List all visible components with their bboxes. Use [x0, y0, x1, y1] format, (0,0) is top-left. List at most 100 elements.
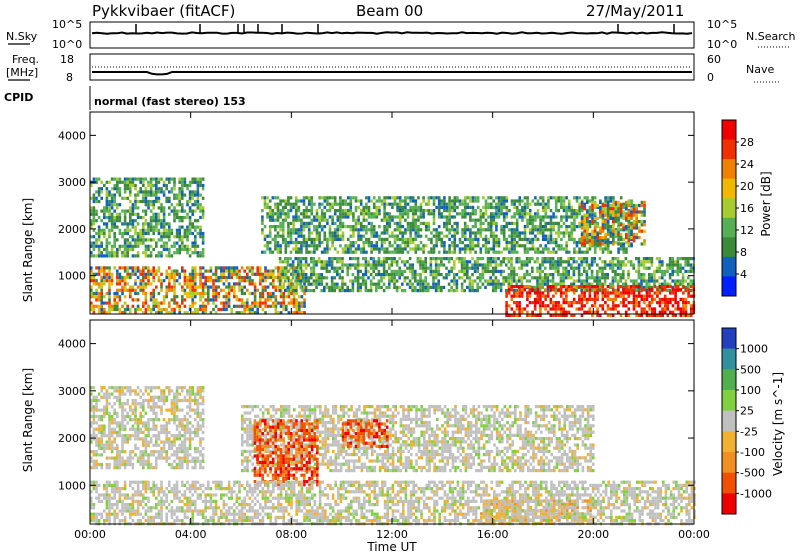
heatmap-cell [297, 273, 300, 277]
heatmap-cell [637, 285, 641, 289]
heatmap-cell [536, 212, 540, 216]
heatmap-cell [326, 247, 329, 251]
heatmap-cell [546, 310, 550, 314]
heatmap-cell [440, 289, 443, 293]
heatmap-cell [144, 196, 148, 200]
heatmap-cell [632, 207, 636, 211]
heatmap-cell [567, 237, 571, 241]
heatmap-cell [536, 301, 540, 305]
heatmap-cell [333, 228, 337, 232]
heatmap-cell [178, 225, 181, 229]
heatmap-cell [526, 313, 529, 317]
heatmap-cell [398, 218, 402, 222]
heatmap-cell [463, 257, 466, 261]
heatmap-cell [212, 285, 215, 289]
heatmap-cell [617, 210, 620, 214]
heatmap-cell [601, 247, 605, 251]
heatmap-cell [541, 234, 545, 238]
heatmap-cell [619, 236, 623, 240]
heatmap-cell [565, 212, 568, 216]
heatmap-cell [178, 209, 181, 213]
heatmap-cell [116, 269, 119, 273]
heatmap-cell [328, 269, 331, 273]
heatmap-cell [455, 273, 459, 277]
heatmap-cell [173, 177, 176, 181]
heatmap-cell [199, 307, 202, 312]
heatmap-cell [165, 247, 168, 252]
heatmap-cell [253, 301, 257, 305]
heatmap-cell [538, 289, 542, 293]
heatmap-cell [521, 212, 524, 216]
heatmap-cell [331, 237, 334, 241]
heatmap-cell [233, 304, 236, 308]
heatmap-cell [95, 282, 98, 286]
heatmap-cell [497, 237, 501, 241]
heatmap-cell [583, 257, 586, 261]
heatmap-cell [183, 244, 187, 248]
heatmap-cell [541, 228, 545, 232]
heatmap-cell [390, 260, 394, 264]
heatmap-cell [518, 237, 522, 241]
heatmap-cell [572, 282, 576, 286]
heatmap-cell [142, 196, 145, 200]
heatmap-cell [398, 269, 401, 273]
heatmap-cell [349, 209, 353, 213]
heatmap-cell [580, 244, 584, 248]
heatmap-cell [279, 285, 283, 289]
heatmap-cell [196, 307, 200, 312]
heatmap-cell [489, 276, 492, 280]
heatmap-cell [123, 295, 127, 299]
heatmap-cell [391, 231, 394, 235]
heatmap-cell [586, 237, 589, 241]
heatmap-cell [201, 275, 205, 280]
heatmap-cell [653, 282, 656, 286]
heatmap-cell [178, 193, 181, 197]
heatmap-cell [648, 288, 651, 292]
heatmap-cell [642, 285, 646, 289]
heatmap-cell [679, 263, 682, 267]
heatmap-cell [155, 285, 158, 289]
heatmap-cell [445, 225, 449, 229]
heatmap-cell [168, 222, 171, 226]
heatmap-cell [97, 440, 101, 444]
heatmap-cell [212, 282, 215, 286]
heatmap-cell [336, 266, 339, 270]
heatmap-cell [440, 257, 443, 261]
y-tick-label: 1000 [58, 270, 86, 283]
heatmap-cell [443, 209, 446, 213]
heatmap-cell [476, 263, 479, 267]
heatmap-cell [297, 241, 301, 245]
heatmap-cell [300, 272, 304, 276]
heatmap-cell [409, 225, 412, 229]
heatmap-cell [583, 294, 586, 298]
heatmap-cell [168, 311, 171, 315]
heatmap-cell [658, 260, 661, 264]
heatmap-cell [523, 234, 527, 238]
heatmap-cell [139, 272, 142, 276]
heatmap-cell [279, 244, 282, 248]
heatmap-cell [110, 215, 114, 220]
heatmap-cell [411, 273, 414, 277]
heatmap-cell [396, 228, 399, 232]
heatmap-cell [100, 196, 103, 200]
heatmap-cell [97, 414, 101, 419]
heatmap-cell [302, 202, 306, 206]
heatmap-cell [362, 282, 365, 286]
heatmap-cell [421, 289, 425, 293]
heatmap-cell [432, 244, 436, 248]
heatmap-cell [505, 276, 508, 280]
heatmap-cell [580, 204, 584, 208]
heatmap-cell [165, 222, 168, 226]
heatmap-cell [534, 225, 537, 229]
heatmap-cell [284, 215, 288, 219]
heatmap-cell [170, 288, 174, 292]
heatmap-cell [650, 263, 654, 267]
heatmap-cell [570, 205, 574, 209]
heatmap-cell [440, 215, 444, 219]
heatmap-cell [643, 307, 646, 311]
heatmap-cell [505, 301, 508, 305]
heatmap-cell [362, 273, 365, 277]
heatmap-cell [297, 218, 301, 222]
heatmap-cell [575, 212, 579, 216]
heatmap-cell [585, 285, 589, 289]
